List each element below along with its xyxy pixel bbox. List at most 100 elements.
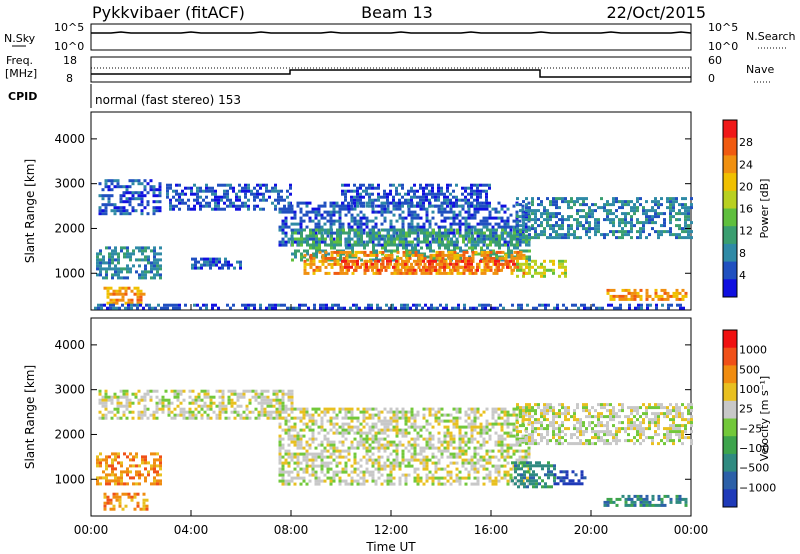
power-cell (392, 195, 395, 199)
power-cell (123, 252, 126, 256)
power-cell (450, 271, 454, 275)
power-cell (365, 225, 369, 229)
power-cell (211, 189, 214, 193)
velocity-cell (371, 446, 375, 450)
velocity-cell (344, 467, 348, 471)
velocity-cell (329, 455, 333, 459)
power-cell (681, 294, 685, 298)
velocity-cell (272, 398, 276, 402)
velocity-cell (98, 401, 102, 405)
power-cell (229, 183, 232, 187)
velocity-cell (350, 416, 354, 420)
velocity-cell (242, 392, 246, 396)
power-cell (344, 259, 347, 263)
power-cell (319, 306, 322, 310)
power-cell (521, 210, 525, 214)
power-cell (669, 218, 672, 222)
power-cell (491, 225, 495, 229)
power-cell (446, 237, 450, 241)
velocity-cell (377, 467, 381, 471)
power-cell (500, 268, 503, 272)
velocity-cell (491, 410, 495, 414)
power-cell (324, 265, 328, 269)
velocity-cell (365, 461, 369, 465)
power-colorbar-label: Power [dB] (758, 179, 771, 239)
power-cell (333, 259, 337, 263)
velocity-cell (512, 425, 516, 429)
velocity-cell (155, 401, 159, 405)
power-cell (426, 237, 429, 241)
power-cell (537, 271, 540, 275)
power-cell (516, 233, 519, 237)
velocity-cell (362, 419, 366, 423)
power-cell (509, 228, 513, 232)
power-cell (365, 259, 368, 263)
velocity-cell (114, 452, 117, 456)
power-cell (392, 201, 396, 205)
power-cell (390, 249, 393, 253)
power-cell (501, 237, 504, 241)
power-cell (372, 253, 376, 257)
power-cell (158, 200, 162, 204)
power-cell (259, 183, 262, 187)
velocity-cell (425, 473, 429, 477)
power-cell (194, 266, 197, 270)
power-cell (392, 234, 396, 238)
velocity-cell (449, 440, 453, 444)
power-cell (293, 213, 297, 217)
power-cell (473, 207, 477, 211)
power-cell (338, 213, 342, 217)
power-cell (387, 240, 390, 244)
velocity-cell (509, 431, 513, 435)
power-cell (332, 201, 336, 205)
power-cell (386, 207, 390, 211)
power-cell (488, 210, 492, 214)
velocity-cell (449, 413, 453, 417)
power-cell (332, 237, 336, 241)
power-cell (156, 273, 159, 277)
velocity-cell (344, 479, 348, 483)
velocity-cell (146, 392, 150, 396)
velocity-cell (455, 455, 459, 459)
velocity-cell (368, 416, 372, 420)
velocity-cell (167, 413, 171, 417)
power-cell (110, 182, 114, 186)
power-cell (588, 206, 591, 210)
velocity-cell (449, 473, 453, 477)
velocity-cell (446, 413, 450, 417)
velocity-cell (266, 401, 270, 405)
velocity-cell (506, 410, 510, 414)
velocity-cell (386, 434, 390, 438)
power-cell (443, 216, 447, 220)
power-cell (371, 183, 374, 187)
power-cell (277, 198, 280, 202)
power-cell (356, 222, 360, 226)
power-cell (194, 263, 197, 267)
power-cell (579, 215, 582, 219)
power-cell (443, 262, 446, 266)
power-cell (335, 210, 339, 214)
velocity-cell (296, 443, 300, 447)
power-cell (401, 216, 405, 220)
velocity-cell (347, 473, 351, 477)
power-cell (672, 206, 675, 210)
velocity-cell (329, 443, 333, 447)
velocity-cell (293, 455, 297, 459)
power-cell (401, 225, 405, 229)
power-cell (561, 197, 564, 201)
power-cell (444, 237, 447, 241)
power-cell (642, 206, 645, 210)
power-cell (506, 222, 510, 226)
velocity-cell (275, 416, 279, 420)
power-cell (540, 262, 543, 266)
power-cell (166, 195, 169, 199)
velocity-cell (404, 422, 408, 426)
power-cell (645, 218, 648, 222)
power-cell (239, 266, 242, 270)
power-cell (380, 210, 384, 214)
power-cell (292, 306, 295, 310)
power-cell (134, 179, 138, 183)
velocity-cell (428, 470, 432, 474)
power-cell (359, 186, 362, 190)
power-cell (383, 207, 387, 211)
